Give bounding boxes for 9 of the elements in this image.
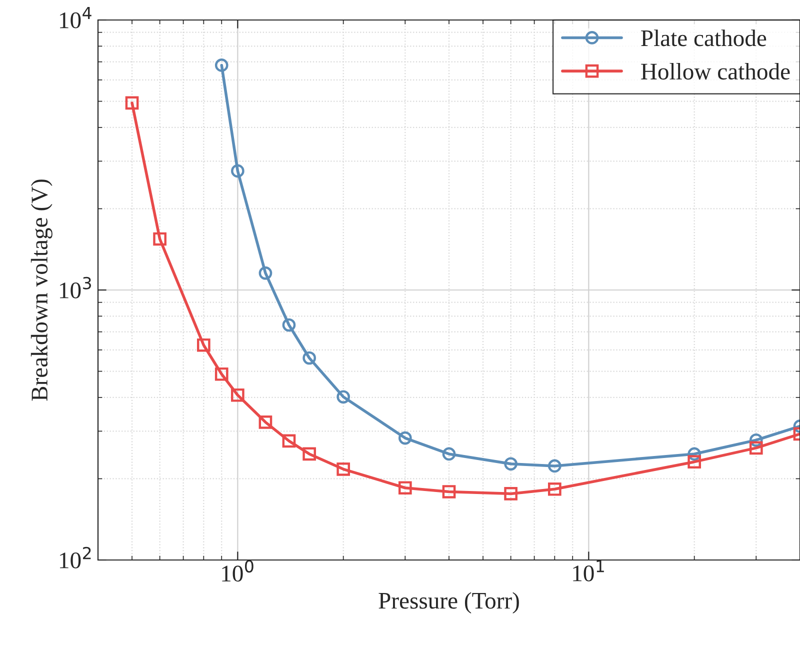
x-axis-title: Pressure (Torr)	[378, 592, 519, 614]
y-tick-label: 10$^{3}$	[60, 276, 91, 298]
legend-label: Plate cathode	[641, 30, 766, 46]
y-axis-title: Breakdown voltage (V)	[30, 180, 52, 401]
legend-label: Hollow cathode	[641, 62, 790, 80]
x-tick-label: 10$^{0}$	[222, 560, 254, 582]
y-tick-label: 10$^{2}$	[60, 546, 91, 568]
y-tick-label: 10$^{4}$	[60, 6, 92, 28]
x-tick-label: 10$^{1}$	[573, 560, 604, 582]
